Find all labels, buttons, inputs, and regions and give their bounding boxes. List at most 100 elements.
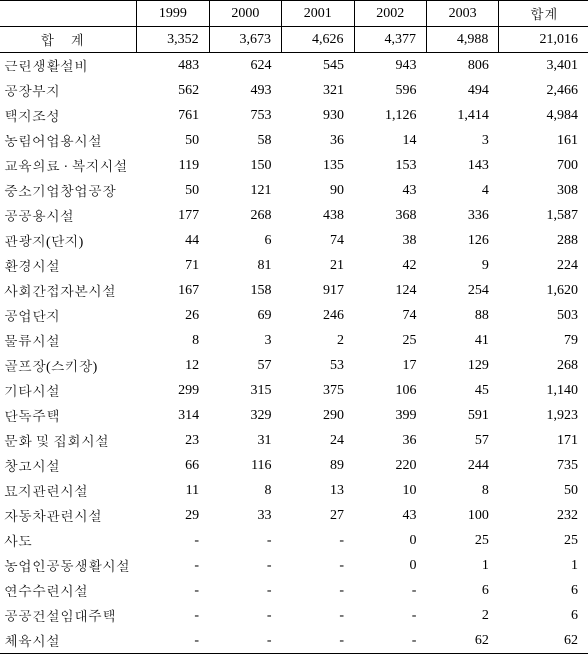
row-val-4: 4 — [426, 178, 498, 203]
row-val-5: 735 — [499, 453, 588, 478]
row-val-5: 232 — [499, 503, 588, 528]
row-val-0: - — [137, 528, 209, 553]
table-row: 관광지(단지)4467438126288 — [0, 228, 588, 253]
row-val-0: 71 — [137, 253, 209, 278]
row-val-1: - — [209, 553, 281, 578]
row-val-2: 321 — [282, 78, 354, 103]
row-val-2: 90 — [282, 178, 354, 203]
data-table: 19992000200120022003합계합계3,3523,6734,6264… — [0, 0, 588, 654]
row-val-5: 79 — [499, 328, 588, 353]
row-val-3: 74 — [354, 303, 426, 328]
table-row: 묘지관련시설1181310850 — [0, 478, 588, 503]
row-val-3: 153 — [354, 153, 426, 178]
row-val-5: 1,923 — [499, 403, 588, 428]
row-val-5: 25 — [499, 528, 588, 553]
row-val-3: 38 — [354, 228, 426, 253]
sum-val-2: 4,626 — [282, 27, 354, 53]
row-label: 관광지(단지) — [0, 228, 137, 253]
table-row: 공공용시설1772684383683361,587 — [0, 203, 588, 228]
row-label: 물류시설 — [0, 328, 137, 353]
row-label: 묘지관련시설 — [0, 478, 137, 503]
table-row: 택지조성7617539301,1261,4144,984 — [0, 103, 588, 128]
sum-val-0: 3,352 — [137, 27, 209, 53]
row-val-3: 43 — [354, 178, 426, 203]
row-val-5: 288 — [499, 228, 588, 253]
row-val-5: 62 — [499, 628, 588, 654]
row-val-1: - — [209, 578, 281, 603]
table-row: 자동차관련시설29332743100232 — [0, 503, 588, 528]
row-label: 택지조성 — [0, 103, 137, 128]
row-val-3: 368 — [354, 203, 426, 228]
row-val-4: 244 — [426, 453, 498, 478]
row-val-2: 917 — [282, 278, 354, 303]
row-val-1: - — [209, 628, 281, 654]
table-row: 공공건설임대주택----26 — [0, 603, 588, 628]
row-val-4: 6 — [426, 578, 498, 603]
row-val-4: 88 — [426, 303, 498, 328]
header-col-2: 2001 — [282, 1, 354, 27]
table-row: 근린생활설비4836245459438063,401 — [0, 53, 588, 79]
row-val-3: 106 — [354, 378, 426, 403]
row-val-2: 246 — [282, 303, 354, 328]
row-val-3: 220 — [354, 453, 426, 478]
sum-label: 합계 — [0, 27, 137, 53]
row-val-4: 336 — [426, 203, 498, 228]
row-val-4: 2 — [426, 603, 498, 628]
row-val-2: 74 — [282, 228, 354, 253]
row-label: 자동차관련시설 — [0, 503, 137, 528]
row-label: 공업단지 — [0, 303, 137, 328]
row-val-0: - — [137, 603, 209, 628]
row-val-0: 26 — [137, 303, 209, 328]
table-row: 농림어업용시설505836143161 — [0, 128, 588, 153]
sum-row: 합계3,3523,6734,6264,3774,98821,016 — [0, 27, 588, 53]
table-row: 문화 및 집회시설2331243657171 — [0, 428, 588, 453]
row-label: 공공용시설 — [0, 203, 137, 228]
row-val-2: 375 — [282, 378, 354, 403]
row-val-5: 224 — [499, 253, 588, 278]
row-val-5: 503 — [499, 303, 588, 328]
row-val-2: 24 — [282, 428, 354, 453]
row-val-3: 25 — [354, 328, 426, 353]
header-blank — [0, 1, 137, 27]
row-val-3: 596 — [354, 78, 426, 103]
row-val-5: 4,984 — [499, 103, 588, 128]
table-row: 사도---02525 — [0, 528, 588, 553]
sum-val-4: 4,988 — [426, 27, 498, 53]
header-col-1: 2000 — [209, 1, 281, 27]
row-val-4: 126 — [426, 228, 498, 253]
row-val-1: - — [209, 603, 281, 628]
row-val-1: 6 — [209, 228, 281, 253]
row-val-0: 314 — [137, 403, 209, 428]
row-val-0: 177 — [137, 203, 209, 228]
row-val-4: 62 — [426, 628, 498, 654]
row-val-5: 308 — [499, 178, 588, 203]
row-label: 연수수련시설 — [0, 578, 137, 603]
row-val-1: 57 — [209, 353, 281, 378]
row-val-3: 17 — [354, 353, 426, 378]
row-val-3: 0 — [354, 528, 426, 553]
row-val-1: 69 — [209, 303, 281, 328]
row-val-5: 2,466 — [499, 78, 588, 103]
row-val-5: 1 — [499, 553, 588, 578]
row-val-3: 36 — [354, 428, 426, 453]
row-val-2: 21 — [282, 253, 354, 278]
table-row: 사회간접자본시설1671589171242541,620 — [0, 278, 588, 303]
row-val-2: - — [282, 628, 354, 654]
row-val-5: 171 — [499, 428, 588, 453]
row-val-4: 57 — [426, 428, 498, 453]
row-val-2: - — [282, 603, 354, 628]
row-label: 문화 및 집회시설 — [0, 428, 137, 453]
row-val-1: 3 — [209, 328, 281, 353]
row-val-4: 143 — [426, 153, 498, 178]
row-val-2: 36 — [282, 128, 354, 153]
row-val-3: 399 — [354, 403, 426, 428]
table-row: 교육의료 · 복지시설119150135153143700 — [0, 153, 588, 178]
row-val-4: 8 — [426, 478, 498, 503]
row-val-4: 9 — [426, 253, 498, 278]
row-val-2: 290 — [282, 403, 354, 428]
row-val-0: 8 — [137, 328, 209, 353]
row-val-0: 167 — [137, 278, 209, 303]
row-label: 농업인공동생활시설 — [0, 553, 137, 578]
row-val-2: 27 — [282, 503, 354, 528]
row-val-2: - — [282, 528, 354, 553]
